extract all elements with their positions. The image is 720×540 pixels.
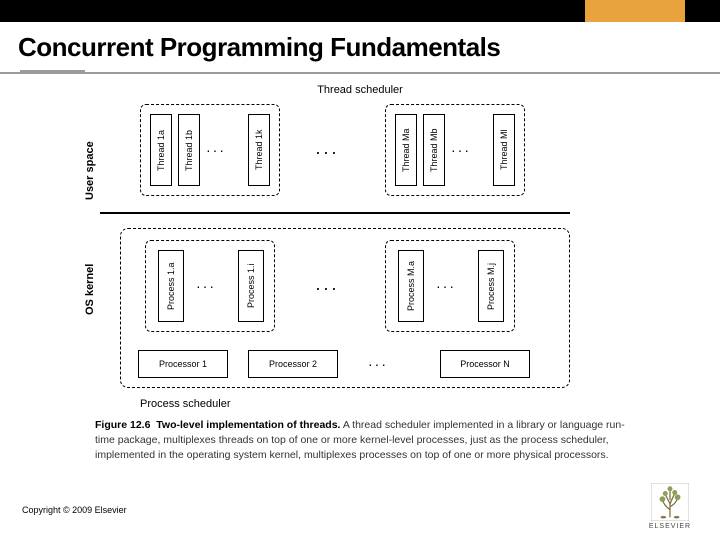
top-bar-accent: [585, 0, 685, 22]
process-box: Process 1.a: [158, 250, 184, 322]
ellipsis: ···: [196, 278, 216, 294]
ellipsis: ···: [436, 278, 456, 294]
ellipsis: ···: [368, 356, 388, 372]
processor-box: Processor N: [440, 350, 530, 378]
ellipsis: ···: [451, 142, 471, 158]
user-space-label: User space: [84, 120, 96, 200]
processor-box: Processor 2: [248, 350, 338, 378]
ellipsis: ···: [315, 278, 339, 299]
publisher-name: ELSEVIER: [642, 523, 698, 530]
copyright-text: Copyright © 2009 Elsevier: [22, 505, 127, 515]
process-box: Process 1.i: [238, 250, 264, 322]
processor-box: Processor 1: [138, 350, 228, 378]
thread-box: Thread 1b: [178, 114, 200, 186]
thread-diagram: Thread scheduler User space OS kernel Th…: [90, 90, 630, 410]
title-underline: [0, 72, 720, 74]
publisher-logo: ELSEVIER: [642, 483, 698, 530]
figure-caption: Figure 12.6 Two-level implementation of …: [95, 418, 625, 464]
thread-box: Thread 1a: [150, 114, 172, 186]
thread-box: Thread Ma: [395, 114, 417, 186]
os-kernel-label: OS kernel: [84, 235, 96, 315]
page-title: Concurrent Programming Fundamentals: [0, 22, 720, 67]
figure-number: Figure 12.6: [95, 419, 150, 431]
thread-box: Thread Mb: [423, 114, 445, 186]
thread-box: Thread Ml: [493, 114, 515, 186]
top-bar: [0, 0, 720, 22]
ellipsis: ···: [315, 142, 339, 163]
process-scheduler-label: Process scheduler: [140, 398, 300, 410]
process-box: Process M.a: [398, 250, 424, 322]
ellipsis: ···: [206, 142, 226, 158]
space-separator: [100, 212, 570, 214]
process-box: Process M.j: [478, 250, 504, 322]
thread-scheduler-label: Thread scheduler: [90, 84, 630, 96]
tree-icon: [651, 483, 689, 521]
figure-title: Two-level implementation of threads.: [156, 419, 340, 431]
thread-box: Thread 1k: [248, 114, 270, 186]
